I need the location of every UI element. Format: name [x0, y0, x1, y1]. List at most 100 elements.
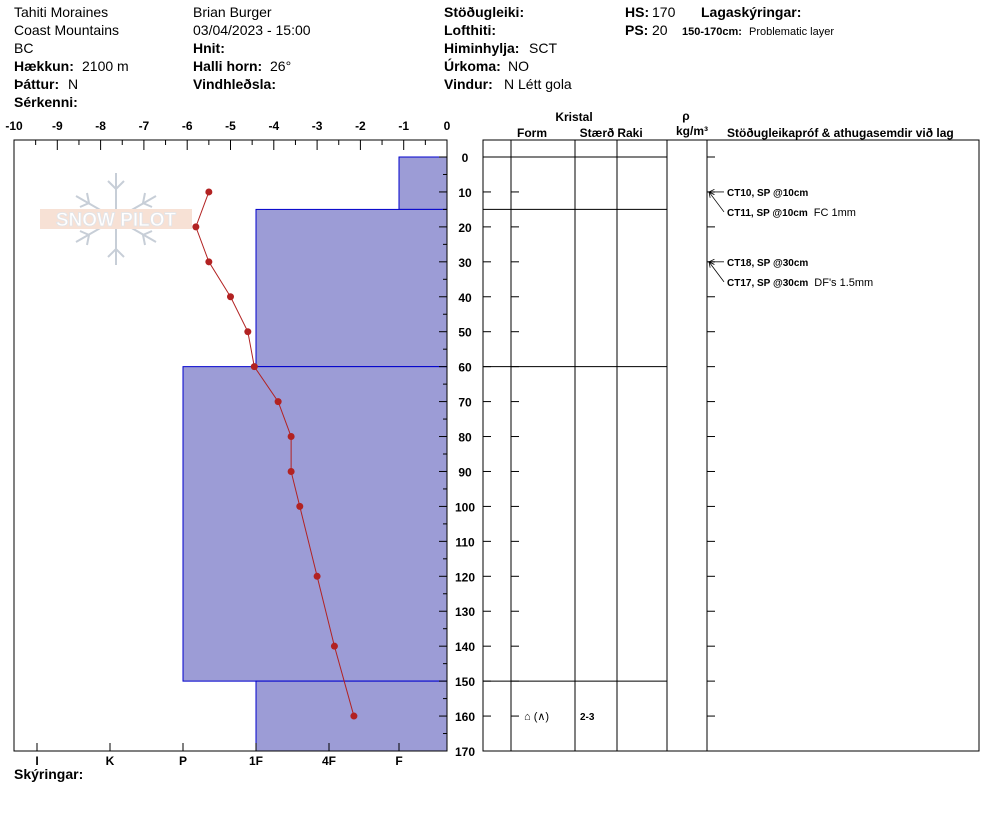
legend-title: Lagaskýringar:: [701, 4, 801, 20]
temperature-point: [250, 363, 258, 371]
temperature-point: [350, 712, 358, 720]
temp-tick-label: -5: [225, 119, 236, 133]
legend-text: Problematic layer: [749, 26, 834, 38]
sky-value: SCT: [529, 40, 557, 56]
state-province: BC: [14, 40, 33, 56]
wind-value: N Létt gola: [504, 76, 572, 92]
temp-tick-label: -10: [5, 119, 23, 133]
comments-header: Stöðugleikapróf & athugasemdir við lag: [727, 126, 954, 140]
depth-tick-label: 10: [458, 186, 472, 200]
depth-tick-label: 50: [458, 326, 472, 340]
depth-tick-label: 100: [455, 500, 475, 514]
temperature-point: [313, 572, 321, 580]
hardness-tick-label: I: [35, 754, 38, 768]
crystal-form: ⌂ (∧): [524, 711, 549, 723]
observation-datetime: 03/04/2023 - 15:00: [193, 22, 311, 38]
temperature-point: [287, 433, 295, 441]
temp-tick-label: -2: [355, 119, 366, 133]
hs-value: 170: [652, 4, 676, 20]
temperature-profile: [192, 188, 358, 720]
precip-value: NO: [508, 58, 529, 74]
mountain-range: Coast Mountains: [14, 22, 119, 38]
hardness-tick-label: 1F: [249, 754, 263, 768]
crystal-header: Kristal: [555, 110, 592, 124]
temperature-point: [205, 258, 213, 266]
hardness-layer-bar: [398, 156, 448, 210]
plot-frame: [13, 139, 448, 752]
layer-table: [482, 139, 980, 752]
layer-boundaries: [483, 156, 667, 682]
ps-label: PS:: [625, 22, 648, 38]
stability-tests: CT10, SP @10cm CT11, SP @10cm FC 1mm CT18, …: [708, 188, 873, 289]
test-label: CT17, SP @30cm: [727, 278, 808, 289]
depth-tick-label: 110: [455, 535, 475, 549]
test-note: DF's 1.5mm: [814, 277, 873, 289]
depth-tick-label: 20: [458, 221, 472, 235]
depth-tick-label: 40: [458, 291, 472, 305]
air-temp-label: Lofthiti:: [444, 22, 496, 38]
specifics-label: Sérkenni:: [14, 94, 78, 110]
legend-range: 150-170cm:: [682, 26, 742, 38]
snowpilot-logo: SNOW PILOT: [40, 173, 192, 265]
test-label: CT10, SP @10cm: [727, 188, 808, 199]
test-label: CT11, SP @10cm: [727, 208, 808, 219]
wind-label: Vindur:: [444, 76, 493, 92]
location-name: Tahiti Moraines: [14, 4, 108, 20]
temperature-point: [192, 223, 200, 231]
density-unit-header: kg/m³: [676, 124, 708, 138]
crystal-size: 2-3: [580, 712, 595, 723]
test-note: FC 1mm: [814, 207, 856, 219]
depth-axis: 0 10 20 30 40 50 60 70 80 90 100 110 120 130 140 150 160…: [439, 151, 715, 759]
temp-tick-label: -8: [95, 119, 106, 133]
temperature-point: [287, 467, 295, 475]
slope-value: 26°: [270, 58, 291, 74]
depth-tick-label: 90: [458, 465, 472, 479]
depth-tick-label: 130: [455, 605, 475, 619]
test-arrowhead: [708, 261, 715, 268]
precip-label: Úrkoma:: [444, 57, 501, 74]
depth-tick-label: 160: [455, 710, 475, 724]
test-arrow: [708, 261, 725, 283]
temp-tick-label: 0: [444, 119, 451, 133]
slope-label: Halli horn:: [193, 58, 262, 74]
temp-tick-label: -9: [52, 119, 63, 133]
footer-label: Skýringar:: [14, 766, 83, 782]
depth-tick-label: 0: [462, 151, 469, 165]
hardness-tick-label: K: [106, 754, 115, 768]
temperature-point: [205, 188, 213, 196]
temperature-point: [274, 398, 282, 406]
temperature-point: [296, 502, 304, 510]
sky-label: Himinhylja:: [444, 40, 519, 56]
logo-text: SNOW PILOT: [56, 210, 177, 231]
coords-label: Hnit:: [193, 40, 225, 56]
stability-label: Stöðugleiki:: [444, 4, 524, 20]
rho-header: ρ: [682, 109, 689, 123]
aspect-label: Þáttur:: [14, 76, 59, 92]
depth-tick-label: 60: [458, 361, 472, 375]
hardness-tick-label: F: [395, 754, 402, 768]
temp-tick-label: -6: [182, 119, 193, 133]
depth-tick-label: 70: [458, 396, 472, 410]
size-header: Stærð: [580, 126, 615, 140]
moisture-header: Raki: [617, 126, 642, 140]
temp-tick-label: -4: [268, 119, 279, 133]
depth-tick-label: 120: [455, 570, 475, 584]
elevation-label: Hækkun:: [14, 58, 74, 74]
elevation-value: 2100 m: [82, 58, 129, 74]
aspect-value: N: [68, 76, 78, 92]
hardness-axis: I K P 1F 4F F: [35, 743, 403, 768]
depth-tick-label: 170: [455, 745, 475, 759]
hardness-tick-label: P: [179, 754, 187, 768]
hardness-layer-bar: [182, 366, 448, 682]
depth-tick-label: 80: [458, 431, 472, 445]
ps-value: 20: [652, 22, 668, 38]
depth-tick-label: 30: [458, 256, 472, 270]
temperature-point: [330, 642, 338, 650]
temp-tick-label: -1: [398, 119, 409, 133]
depth-tick-label: 150: [455, 675, 475, 689]
hardness-layers: [182, 156, 448, 752]
form-header: Form: [517, 126, 547, 140]
depth-tick-label: 140: [455, 640, 475, 654]
temp-tick-label: -7: [139, 119, 150, 133]
